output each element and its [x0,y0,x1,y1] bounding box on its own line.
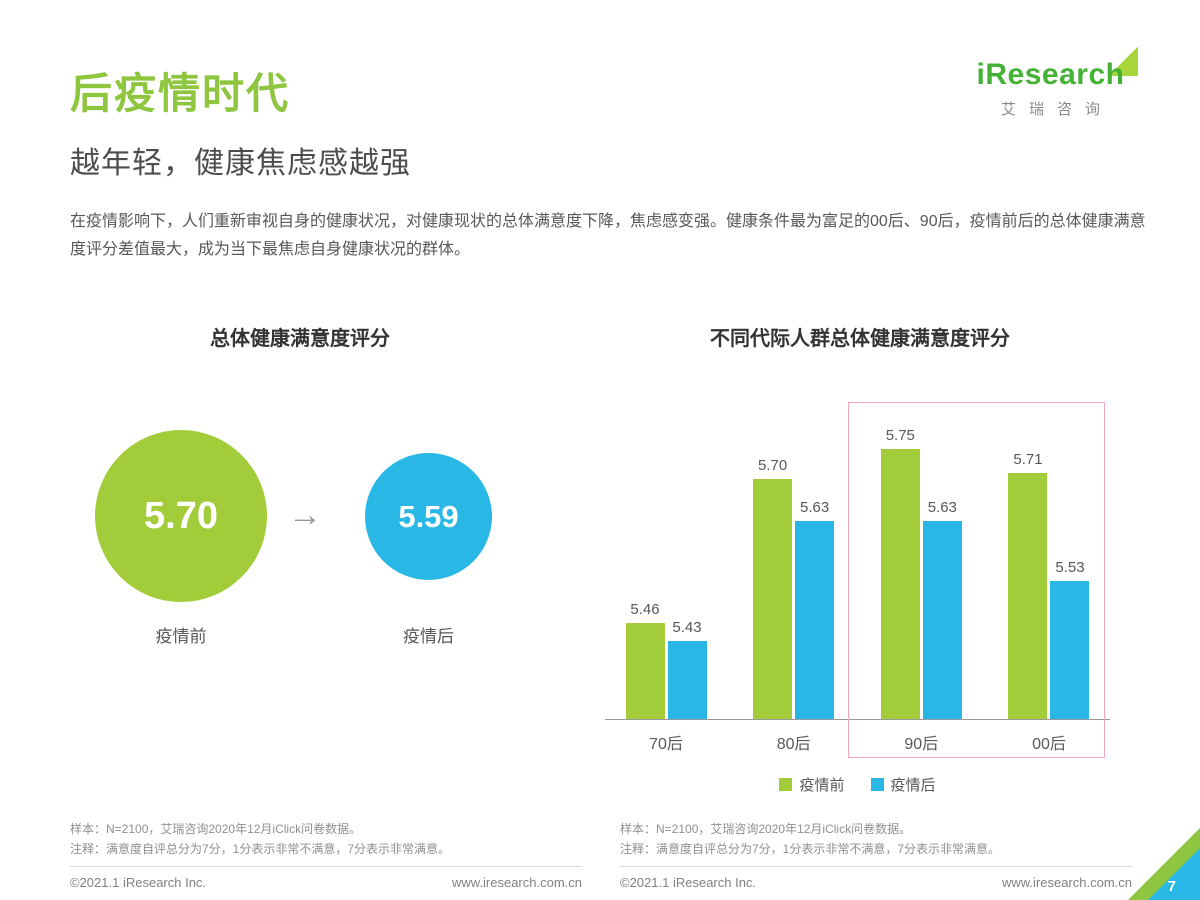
page-subtitle: 越年轻，健康焦虑感越强 [70,147,411,180]
footnote-line: 注释：满意度自评总分为7分，1分表示非常不满意，7分表示非常满意。 [620,841,1001,856]
legend-swatch-icon [779,778,793,791]
logo-text: iResearch [976,58,1125,91]
bar-value-label: 5.63 [927,499,957,516]
bar-value-label: 5.43 [672,619,702,636]
chart-legend: 疫情前 疫情后 [605,774,1110,795]
footer-divider-left [70,866,582,867]
bar-value-label: 5.53 [1055,559,1085,576]
url-left: www.iresearch.com.cn [451,875,582,890]
category-label: 90后 [904,736,939,753]
after-circle: 5.59 [365,453,492,580]
bar-column: 5.63 [922,499,962,719]
left-chart-title: 总体健康满意度评分 [210,328,390,350]
bar-疫情前 [753,479,793,719]
copyright-right: ©2021.1 iResearch Inc. [620,875,757,890]
bar-column: 5.71 [1008,451,1048,719]
bar-value-label: 5.71 [1013,451,1043,468]
bar-column: 5.46 [625,601,665,719]
legend-item: 疫情后 [870,774,936,795]
bar-value-label: 5.63 [800,499,830,516]
before-circle: 5.70 [95,430,267,602]
category-label: 00后 [1032,736,1066,753]
footnote-line: 样本：N=2100，艾瑞咨询2020年12月iClick问卷数据。 [620,822,912,836]
bar-疫情前 [880,449,920,719]
category-label: 70后 [649,736,683,753]
bar-疫情后 [922,521,962,719]
before-label: 疫情前 [155,627,207,646]
footer-left: ©2021.1 iResearch Inc. www.iresearch.com… [70,875,582,890]
after-label: 疫情后 [403,627,454,646]
url-right: www.iresearch.com.cn [1001,875,1132,890]
footer-right: ©2021.1 iResearch Inc. www.iresearch.com… [620,875,1132,890]
bar-疫情后 [1050,581,1090,719]
arrow-right-icon: → [288,496,322,534]
page-number: 7 [1167,878,1176,895]
footnotes-left: 样本：N=2100，艾瑞咨询2020年12月iClick问卷数据。注释：满意度自… [70,820,450,860]
bar-plot-area: 5.46 5.43 5.70 5.63 5.75 5.63 5.71 5.53 [605,390,1110,720]
iresearch-logo: iResearch 艾瑞咨询 [963,46,1139,119]
bar-column: 5.53 [1050,559,1090,719]
legend-label: 疫情后 [890,777,936,794]
bar-group-70后: 5.46 5.43 [617,601,715,719]
bar-疫情后 [795,521,835,719]
bar-column: 5.43 [667,619,707,719]
intro-paragraph: 在疫情影响下，人们重新审视自身的健康状况，对健康现状的总体满意度下降，焦虑感变强… [70,213,1146,258]
bar-column: 5.63 [795,499,835,719]
bar-疫情后 [667,641,707,719]
legend-label: 疫情前 [799,777,845,794]
footnote-line: 样本：N=2100，艾瑞咨询2020年12月iClick问卷数据。 [70,822,362,836]
bar-column: 5.70 [753,457,793,719]
after-value: 5.59 [398,498,459,534]
bar-value-label: 5.46 [630,601,660,618]
bar-group-80后: 5.70 5.63 [745,457,843,719]
bar-疫情前 [625,623,665,719]
category-axis: 70后 80后 90后 00后 [605,730,1110,754]
bar-group-00后: 5.71 5.53 [1000,451,1098,719]
bar-group-90后: 5.75 5.63 [872,427,970,719]
bar-chart: 5.46 5.43 5.70 5.63 5.75 5.63 5.71 5.53 70后 80后 9… [605,390,1110,758]
legend-swatch-icon [870,778,884,791]
footer-divider-right [620,866,1132,867]
right-chart-title: 不同代际人群总体健康满意度评分 [710,328,1010,350]
logo-cn-text: 艾瑞咨询 [1000,101,1113,118]
corner-decoration: 7 [1120,820,1200,900]
footnote-line: 注释：满意度自评总分为7分，1分表示非常不满意，7分表示非常满意。 [70,841,451,856]
bar-value-label: 5.70 [758,457,788,474]
copyright-left: ©2021.1 iResearch Inc. [70,875,207,890]
before-value: 5.70 [144,494,218,537]
logo-wordmark: iResearch [976,46,1139,92]
bar-column: 5.75 [880,427,920,719]
footnotes-right: 样本：N=2100，艾瑞咨询2020年12月iClick问卷数据。注释：满意度自… [620,820,1000,860]
page-title: 后疫情时代 [70,70,291,117]
bar-value-label: 5.75 [885,427,915,444]
legend-item: 疫情前 [779,774,845,795]
bar-疫情前 [1008,473,1048,719]
category-label: 80后 [776,736,811,753]
